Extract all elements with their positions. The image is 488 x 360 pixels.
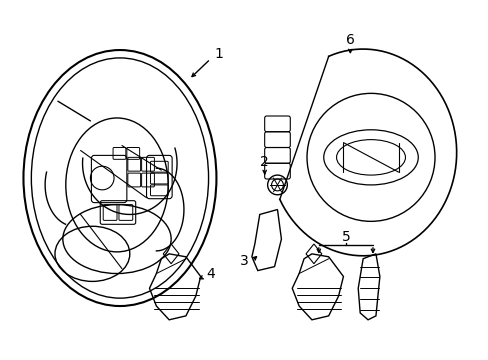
- Text: 1: 1: [214, 47, 223, 61]
- Text: 5: 5: [341, 230, 350, 244]
- Text: 6: 6: [345, 33, 354, 47]
- Text: 4: 4: [206, 266, 214, 280]
- Text: 3: 3: [239, 254, 248, 268]
- Text: 2: 2: [260, 155, 268, 169]
